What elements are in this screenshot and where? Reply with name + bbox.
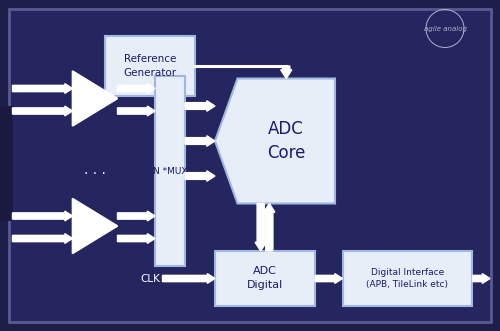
- Polygon shape: [472, 274, 490, 283]
- Polygon shape: [12, 106, 72, 116]
- Text: Digital Interface
(APB, TileLink etc): Digital Interface (APB, TileLink etc): [366, 268, 448, 289]
- FancyBboxPatch shape: [155, 76, 185, 266]
- Polygon shape: [162, 274, 215, 283]
- Text: agile analog: agile analog: [424, 25, 467, 31]
- Polygon shape: [118, 106, 155, 116]
- Polygon shape: [118, 234, 155, 243]
- Polygon shape: [215, 78, 335, 204]
- Polygon shape: [118, 84, 155, 93]
- Text: N *MUX: N *MUX: [153, 166, 187, 175]
- Text: ADC
Digital: ADC Digital: [247, 266, 283, 291]
- Polygon shape: [264, 204, 275, 251]
- FancyBboxPatch shape: [0, 106, 12, 221]
- Polygon shape: [255, 204, 266, 251]
- Polygon shape: [315, 274, 342, 283]
- Polygon shape: [185, 136, 215, 146]
- Polygon shape: [185, 101, 215, 111]
- Polygon shape: [12, 84, 72, 93]
- Polygon shape: [185, 171, 215, 181]
- Polygon shape: [72, 71, 118, 126]
- Text: CLK: CLK: [140, 273, 160, 283]
- FancyBboxPatch shape: [215, 251, 315, 306]
- FancyBboxPatch shape: [9, 9, 491, 322]
- Polygon shape: [72, 199, 118, 254]
- Text: ADC
Core: ADC Core: [267, 119, 306, 163]
- Polygon shape: [280, 66, 292, 78]
- Polygon shape: [118, 211, 155, 221]
- Text: Reference
Generator: Reference Generator: [124, 54, 176, 78]
- FancyBboxPatch shape: [105, 36, 195, 96]
- Polygon shape: [12, 211, 72, 221]
- FancyBboxPatch shape: [342, 251, 472, 306]
- Polygon shape: [12, 234, 72, 243]
- Text: · · ·: · · ·: [84, 166, 106, 180]
